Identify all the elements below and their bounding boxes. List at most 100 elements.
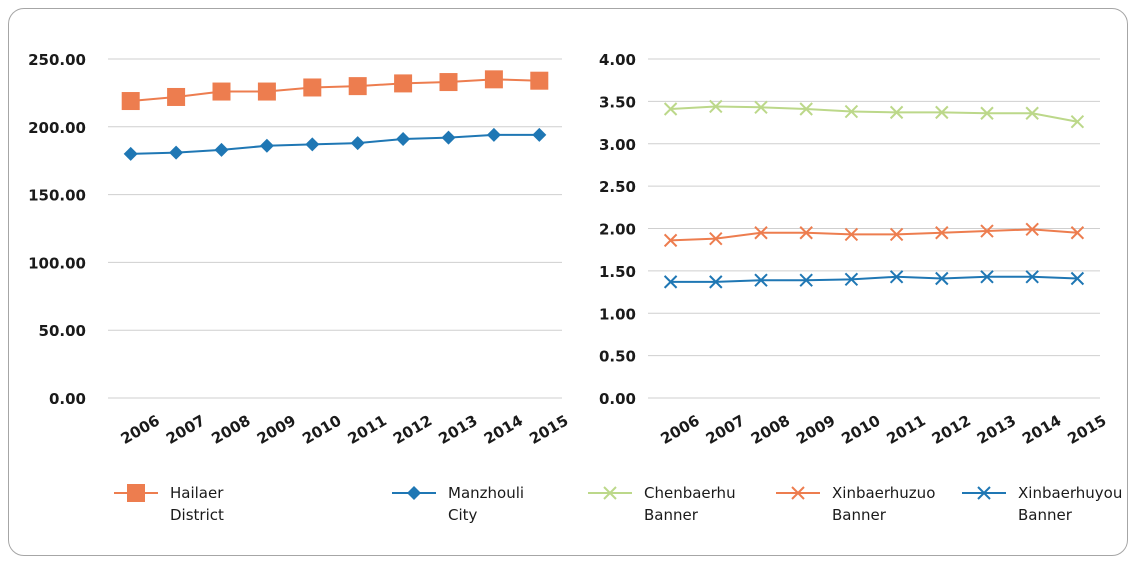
data-point (303, 78, 322, 97)
x-tick-label: 2008 (748, 411, 793, 447)
data-point (394, 74, 413, 93)
data-point (486, 127, 501, 142)
x-tick-label: 2011 (884, 411, 929, 447)
data-point (709, 99, 723, 114)
x-tick-label: 2014 (1019, 411, 1064, 447)
legend-label: Manzhouli City (448, 484, 525, 524)
legend-swatch-x-icon (962, 486, 1006, 500)
data-point (169, 145, 184, 160)
data-point (212, 82, 231, 101)
data-point (532, 127, 547, 142)
x-tick-label: 2015 (1064, 411, 1109, 447)
data-point (441, 130, 456, 145)
data-point (1025, 270, 1039, 284)
data-point (214, 142, 229, 157)
chart-right: 0.00 0.50 1.00 1.50 2.00 2.50 3.00 3.50 4.00 2006… (599, 51, 1109, 448)
x-tick-label: 2007 (703, 411, 748, 447)
legend-label: Chenbaerhu Banner (644, 484, 736, 524)
data-point (980, 106, 994, 120)
x-tick-label: 2014 (481, 411, 526, 447)
data-point (709, 231, 723, 246)
series-line (130, 133, 540, 155)
data-point (1025, 222, 1039, 237)
y-tick-label: 4.00 (599, 51, 636, 69)
data-point (484, 70, 503, 89)
data-point (980, 270, 994, 284)
y-tick-label: 100.00 (28, 254, 86, 272)
x-tick-label: 2012 (390, 411, 435, 447)
y-tick-label: 50.00 (39, 322, 86, 340)
data-point (799, 226, 813, 240)
data-point (709, 275, 723, 289)
data-point (123, 146, 138, 161)
x-tick-label: 2011 (345, 411, 390, 447)
legend-label: Hailaer District (170, 484, 224, 524)
legend-item-chenbaerhu-banner: Chenbaerhu Banner (584, 482, 736, 526)
data-point (257, 82, 276, 101)
legend-item-xinbaerhuyou-banner: Xinbaerhuyou Banner (958, 482, 1122, 526)
chart-frame (8, 8, 1128, 556)
data-point (305, 137, 320, 152)
legend-item-manzhouli-city: Manzhouli City (388, 482, 524, 526)
legend-label: Xinbaerhuyou Banner (1018, 484, 1123, 524)
x-tick-label: 2012 (929, 411, 974, 447)
y-tick-label: 2.00 (599, 221, 636, 239)
data-point (259, 138, 274, 153)
data-point (439, 73, 458, 92)
data-point (167, 87, 186, 106)
data-point (889, 270, 904, 284)
data-point (663, 102, 678, 116)
series-chenbaerhu-banner (663, 99, 1085, 129)
x-tick-label: 2006 (658, 411, 703, 447)
x-tick-label: 2013 (435, 411, 480, 447)
legend-item-hailaer-district: Hailaer District (110, 482, 224, 526)
legend-marker (977, 486, 991, 500)
series-xinbaerhuyou-banner (663, 270, 1085, 289)
data-point (799, 273, 813, 287)
data-point (1070, 226, 1085, 240)
y-tick-label: 150.00 (28, 187, 86, 205)
y-tick-label: 200.00 (28, 119, 86, 137)
legend-marker (603, 486, 617, 500)
x-tick-label: 2009 (254, 411, 299, 447)
data-point (530, 71, 549, 90)
y-tick-label: 3.50 (599, 93, 636, 111)
data-point (396, 132, 411, 147)
data-point (754, 226, 768, 240)
x-tick-label: 2010 (299, 411, 344, 447)
data-point (889, 105, 904, 120)
y-tick-label: 3.00 (599, 136, 636, 154)
data-point (844, 227, 859, 242)
data-point (889, 227, 904, 242)
data-point (121, 92, 140, 111)
y-tick-label: 1.00 (599, 305, 636, 323)
x-tick-label: 2008 (208, 411, 253, 447)
legend-label: Xinbaerhuzuo Banner (832, 484, 936, 524)
x-tick-label: 2015 (526, 411, 571, 447)
legend-swatch-x-icon (776, 486, 820, 500)
legend-item-xinbaerhuzuo-banner: Xinbaerhuzuo Banner (772, 482, 935, 526)
series-line (670, 275, 1078, 283)
series-line (670, 105, 1078, 123)
legend-swatch-x-icon (588, 486, 632, 500)
y-tick-label: 250.00 (28, 51, 86, 69)
data-point (799, 102, 813, 116)
legend-marker (127, 484, 145, 502)
data-point (935, 271, 949, 286)
data-point (1070, 271, 1085, 286)
legend-marker (407, 486, 421, 500)
y-tick-label: 1.50 (599, 263, 636, 281)
series-hailaer-district (121, 70, 549, 111)
legend-marker (791, 486, 805, 500)
series-line (130, 78, 540, 103)
data-point (1070, 115, 1085, 129)
series-line (670, 228, 1078, 242)
data-point (754, 273, 768, 287)
x-tick-label: 2013 (974, 411, 1019, 447)
data-point (844, 272, 859, 287)
y-tick-label: 0.00 (49, 390, 86, 408)
legend-swatch-diamond-icon (392, 486, 436, 500)
data-point (350, 136, 365, 151)
